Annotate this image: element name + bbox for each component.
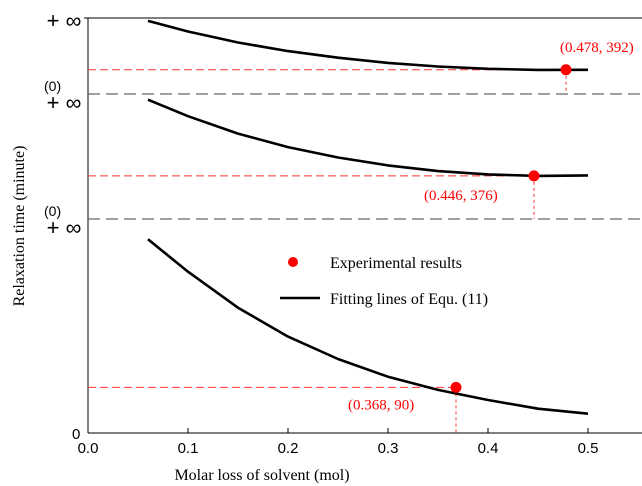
- fit-curves: [147, 19, 589, 415]
- y-tick-infinity-top: + ∞: [47, 8, 82, 33]
- fit-curve-1: [147, 19, 589, 72]
- point-label-3: (0.368, 90): [348, 397, 414, 413]
- y-tick-infinity-panel-3: + ∞: [47, 215, 82, 240]
- x-axis-title: Molar loss of solvent (mol): [174, 467, 349, 484]
- y-tick-zero-panel-1: (0): [44, 78, 61, 94]
- experimental-point-2: [528, 170, 540, 182]
- y-axis-title: Relaxation time (minute): [11, 146, 28, 307]
- x-tick-label-1: 0.1: [178, 440, 199, 457]
- x-axis: 0.00.10.20.30.40.50.6: [78, 428, 599, 457]
- y-tick-infinity-panel-2: + ∞: [47, 90, 82, 115]
- y-tick-zero-panel-2: (0): [44, 203, 61, 219]
- legend-label-experimental: Experimental results: [330, 255, 462, 272]
- legend: Experimental results Fitting lines of Eq…: [280, 255, 488, 308]
- experimental-point-3: [450, 381, 462, 393]
- x-tick-label-4: 0.4: [478, 440, 499, 457]
- experimental-points: [450, 64, 572, 393]
- x-tick-label-5: 0.5: [578, 440, 599, 457]
- guide-lines: [88, 69, 567, 433]
- point-label-2: (0.446, 376): [424, 188, 498, 204]
- x-tick-label-3: 0.3: [378, 440, 399, 457]
- x-tick-label-0: 0.0: [78, 440, 99, 457]
- y-axis-labels: + ∞(0)+ ∞(0)+ ∞0: [44, 8, 81, 443]
- x-tick-label-2: 0.2: [278, 440, 299, 457]
- fit-curve-2: [147, 98, 589, 178]
- y-tick-zero-bottom: 0: [72, 426, 80, 443]
- legend-label-fitting: Fitting lines of Equ. (11): [330, 291, 488, 308]
- legend-marker-dot: [288, 257, 298, 267]
- experimental-point-1: [560, 64, 572, 76]
- point-label-1: (0.478, 392): [560, 40, 634, 56]
- plot-frame: [84, 17, 642, 434]
- fit-curve-3: [147, 238, 589, 415]
- panel-dividers: [88, 93, 642, 220]
- point-annotations: (0.478, 392) (0.446, 376) (0.368, 90): [348, 40, 634, 414]
